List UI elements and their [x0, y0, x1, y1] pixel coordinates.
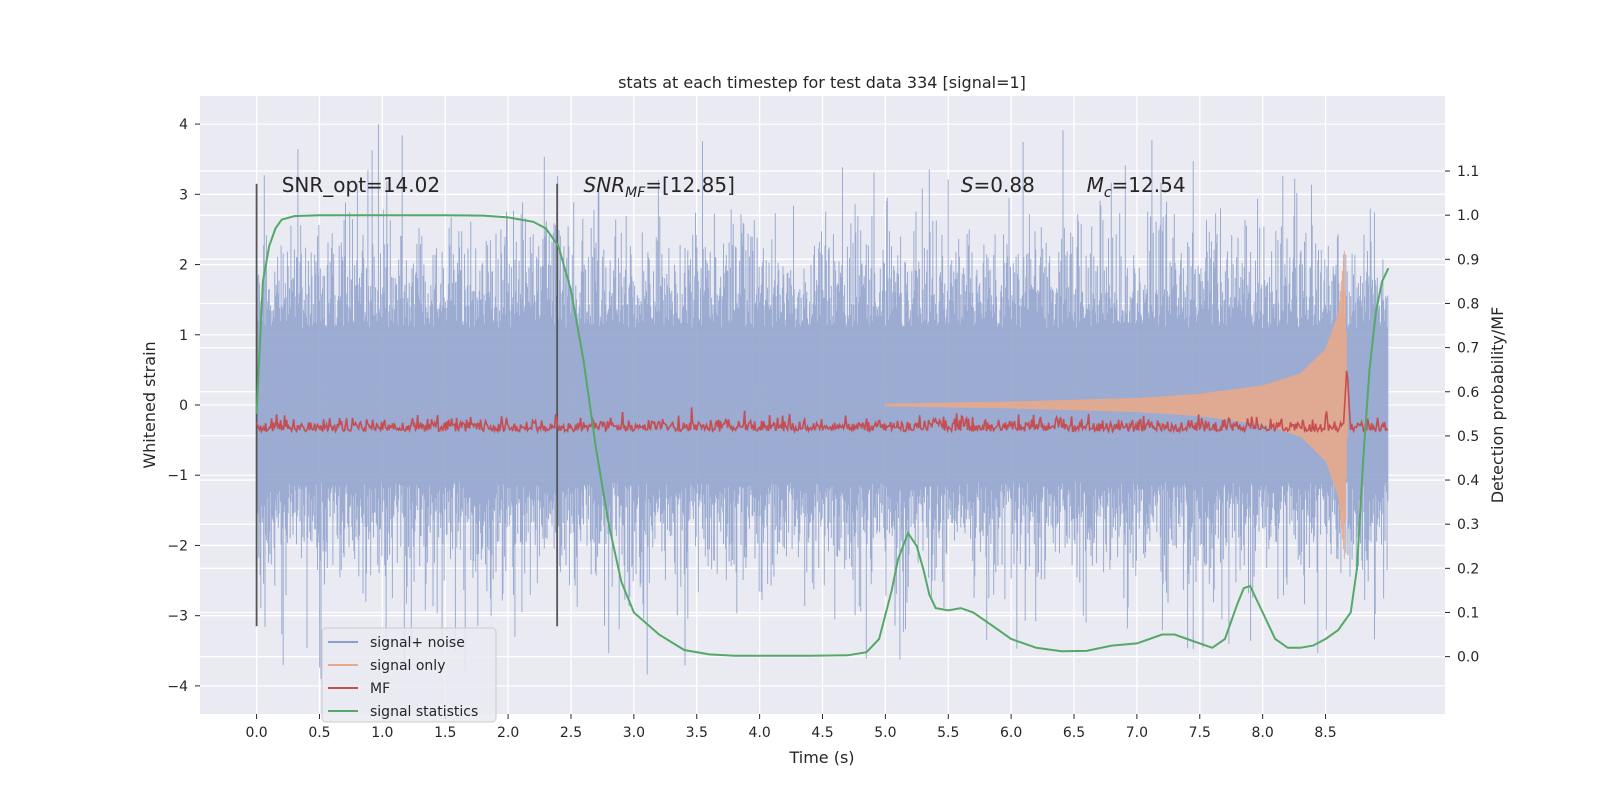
y-axis-label: Whitened strain: [140, 341, 159, 468]
series-mf: [255, 370, 1389, 435]
y2-tick-label-8: 0.3: [1457, 517, 1479, 533]
y2-tick-label-0: 1.1: [1457, 164, 1479, 180]
signal-statistics-line: [255, 214, 1390, 657]
y2-tick-label-1: 1.0: [1457, 208, 1479, 224]
x-tick-label-2: 1.0: [371, 725, 393, 741]
annotation-1-value: =[12.85]: [645, 173, 735, 197]
x-tick-label-8: 4.0: [748, 725, 770, 741]
chart-title: stats at each timestep for test data 334…: [618, 73, 1026, 92]
legend-label-2: MF: [370, 681, 390, 697]
legend-label-1: signal only: [370, 658, 445, 674]
annotation-2-value: =0.88: [974, 173, 1035, 197]
y-tick-label-5: −1: [167, 468, 188, 484]
x-tick-label-5: 2.5: [560, 725, 582, 741]
x-tick-label-6: 3.0: [623, 725, 645, 741]
annotation-2-main: S: [961, 173, 974, 197]
annotations: SNR_opt=14.02 SNRMF=[12.85] S=0.88 Mc=12.54: [282, 173, 1186, 201]
y-tick-label-0: 4: [179, 117, 188, 133]
x-tick-label-0: 0.0: [245, 725, 267, 741]
y-axis-ticks: 4 3 2 1 0 −1 −2 −3 −4: [167, 117, 200, 695]
y-tick-label-6: −2: [167, 538, 188, 554]
y-tick-label-2: 2: [179, 258, 188, 274]
annotation-2: S=0.88: [961, 173, 1035, 197]
y2-tick-label-2: 0.9: [1457, 252, 1479, 268]
x-tick-label-11: 5.5: [937, 725, 959, 741]
annotation-1-sub: MF: [625, 185, 646, 201]
y-tick-label-3: 1: [179, 328, 188, 344]
y2-tick-label-11: 0.0: [1457, 650, 1479, 666]
x-axis-ticks: 0.0 0.5 1.0 1.5 2.0 2.5 3.0 3.5 4.0 4.5 5.0 5.5 6.0 6…: [245, 714, 1337, 741]
x-tick-label-9: 4.5: [811, 725, 833, 741]
annotation-1: SNRMF=[12.85]: [584, 173, 735, 201]
annotation-3-main: M: [1087, 173, 1104, 197]
annotation-1-main: SNR: [584, 173, 626, 197]
x-tick-label-4: 2.0: [497, 725, 519, 741]
legend-box: [321, 627, 497, 723]
y2-tick-label-7: 0.4: [1457, 473, 1479, 489]
annotation-3: Mc=12.54: [1087, 173, 1186, 201]
x-tick-label-7: 3.5: [686, 725, 708, 741]
legend-label-3: signal statistics: [370, 704, 478, 720]
x-tick-label-3: 1.5: [434, 725, 456, 741]
y2-axis-label: Detection probability/MF: [1488, 307, 1507, 504]
x-tick-label-14: 7.0: [1126, 725, 1148, 741]
annotation-3-sub: c: [1104, 185, 1112, 201]
y2-tick-label-5: 0.6: [1457, 385, 1479, 401]
annotation-0: SNR_opt=14.02: [282, 173, 440, 197]
series-signal-statistics: [255, 214, 1390, 657]
legend-label-0: signal+ noise: [370, 635, 465, 651]
series-signal-only: [884, 250, 1348, 560]
y-tick-label-7: −3: [167, 609, 188, 625]
x-axis-label: Time (s): [788, 748, 854, 767]
y2-tick-label-6: 0.5: [1457, 429, 1479, 445]
x-tick-label-10: 5.0: [874, 725, 896, 741]
y2-tick-label-10: 0.1: [1457, 605, 1479, 621]
legend: signal+ noise signal only MF signal statist…: [321, 627, 497, 723]
y-tick-label-8: −4: [167, 679, 188, 695]
y-tick-label-4: 0: [179, 398, 188, 414]
y2-tick-label-9: 0.2: [1457, 561, 1479, 577]
x-tick-label-17: 8.5: [1314, 725, 1336, 741]
signal-only-trace: [884, 250, 1348, 560]
mf-trace: [255, 370, 1389, 435]
x-tick-label-13: 6.5: [1063, 725, 1085, 741]
x-tick-label-15: 7.5: [1189, 725, 1211, 741]
y2-tick-label-3: 0.8: [1457, 296, 1479, 312]
y-tick-label-1: 3: [179, 187, 188, 203]
x-tick-label-1: 0.5: [308, 725, 330, 741]
annotation-0-main: SNR_opt=14.02: [282, 173, 440, 197]
x-tick-label-12: 6.0: [1000, 725, 1022, 741]
x-tick-label-16: 8.0: [1252, 725, 1274, 741]
annotation-3-value: =12.54: [1112, 173, 1186, 197]
y2-axis-ticks: 1.1 1.0 0.9 0.8 0.7 0.6 0.5 0.4 0.3 0.2 0.1 0.0: [1445, 164, 1479, 666]
y2-tick-label-4: 0.7: [1457, 341, 1479, 357]
